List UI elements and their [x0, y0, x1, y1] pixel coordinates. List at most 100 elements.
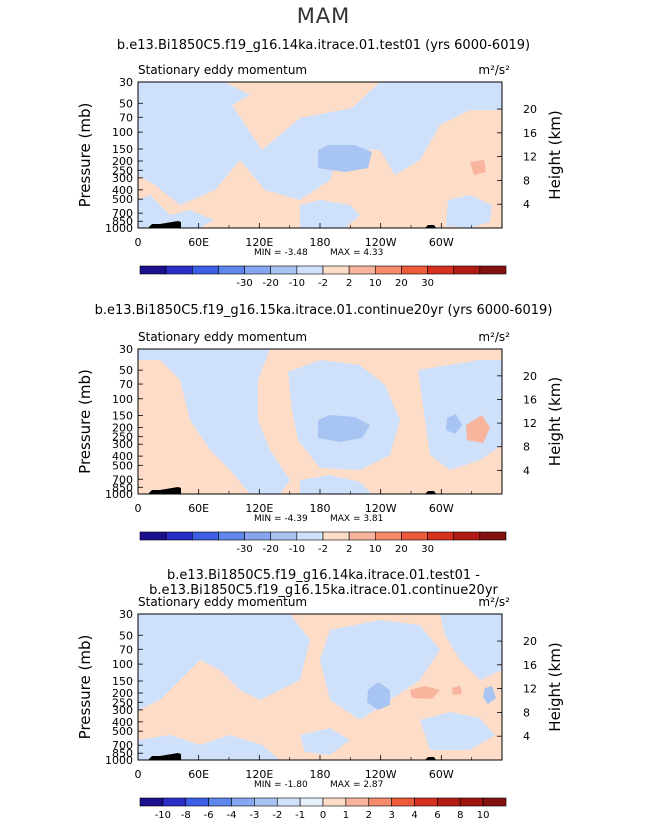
colorbar-label: -2 — [272, 810, 282, 820]
y-axis-label-right: Height (km) — [546, 110, 564, 199]
colorbar-swatch — [139, 531, 167, 541]
y-axis-label-right: Height (km) — [546, 642, 564, 731]
colorbar-swatch — [368, 797, 392, 807]
colorbar-swatch — [244, 265, 272, 275]
pressure-tick-label: 30 — [119, 608, 133, 621]
pressure-tick-label: 850 — [112, 747, 133, 760]
y-axis-label-left: Pressure (mb) — [76, 103, 94, 208]
contour-region — [446, 195, 492, 228]
terrain-mask — [425, 757, 436, 760]
pressure-tick-label: 700 — [112, 473, 133, 486]
x-tick-label: 0 — [135, 768, 142, 781]
colorbar-swatch — [482, 797, 507, 807]
height-tick-label: 8 — [523, 706, 530, 719]
colorbar-swatch — [437, 797, 461, 807]
colorbar-swatch — [185, 797, 209, 807]
x-tick-label: 120E — [245, 768, 273, 781]
terrain-mask — [425, 491, 436, 494]
pressure-tick-label: 300 — [112, 704, 133, 717]
colorbar-swatch — [218, 265, 245, 275]
colorbar-swatch — [374, 531, 402, 541]
contour-region — [318, 415, 370, 442]
height-tick-label: 8 — [523, 441, 530, 454]
pressure-tick-label: 700 — [112, 739, 133, 752]
page-title: MAM — [296, 4, 351, 28]
contour-region — [138, 82, 502, 205]
contour-region — [446, 414, 462, 434]
colorbar-swatch — [276, 797, 301, 807]
colorbar-label: -10 — [289, 544, 305, 555]
pressure-tick-label: 70 — [119, 378, 133, 391]
min-value: MIN = -1.80 — [254, 780, 308, 790]
panel-subtitle: Stationary eddy momentum — [138, 63, 307, 77]
colorbar-label: 2 — [346, 544, 352, 555]
pressure-tick-label: 1000 — [105, 488, 133, 501]
colorbar-swatch — [254, 797, 278, 807]
colorbar-label: -1 — [295, 810, 305, 820]
colorbar-label: 10 — [369, 544, 382, 555]
colorbar-label: -2 — [318, 278, 328, 289]
colorbar-swatch — [191, 531, 219, 541]
max-value: MAX = 2.87 — [330, 780, 383, 790]
panel-3: 3050701001502002503004005007008501000201… — [76, 595, 564, 820]
colorbar-label: -4 — [227, 810, 237, 820]
colorbar-swatch — [139, 265, 167, 275]
height-tick-label: 20 — [523, 370, 537, 383]
panel-2: 3050701001502002503004005007008501000201… — [76, 330, 564, 555]
pressure-tick-label: 250 — [112, 696, 133, 709]
colorbar-label: -8 — [181, 810, 191, 820]
min-value: MIN = -4.39 — [254, 514, 308, 524]
colorbar-label: -30 — [236, 544, 252, 555]
colorbar-swatch — [322, 265, 350, 275]
colorbar-label: 30 — [421, 544, 434, 555]
colorbar-label: 1 — [343, 810, 349, 820]
colorbar-label: 30 — [421, 278, 434, 289]
contour-region — [367, 682, 390, 710]
pressure-tick-label: 400 — [112, 716, 133, 729]
panel-1-title: b.e13.Bi1850C5.f19_g16.14ka.itrace.01.te… — [116, 38, 531, 53]
max-value: MAX = 3.81 — [330, 514, 383, 524]
terrain-mask — [425, 225, 436, 228]
colorbar-label: 6 — [434, 810, 440, 820]
height-tick-label: 4 — [523, 730, 530, 743]
colorbar-swatch — [270, 265, 298, 275]
pressure-tick-label: 150 — [112, 410, 133, 423]
panel-subtitle: Stationary eddy momentum — [138, 595, 307, 609]
contour-region — [320, 620, 440, 720]
height-tick-label: 16 — [523, 393, 537, 406]
pressure-tick-label: 70 — [119, 111, 133, 124]
pressure-tick-label: 500 — [112, 193, 133, 206]
x-tick-label: 60E — [188, 768, 209, 781]
colorbar-label: 20 — [395, 544, 408, 555]
pressure-tick-label: 50 — [119, 629, 133, 642]
contour-region — [138, 349, 290, 494]
height-tick-label: 4 — [523, 198, 530, 211]
colorbar-swatch — [348, 531, 376, 541]
colorbar-swatch — [459, 797, 484, 807]
colorbar-label: -20 — [263, 278, 279, 289]
contour-region — [466, 415, 490, 443]
x-tick-label: 180 — [310, 502, 331, 515]
x-tick-label: 120E — [245, 236, 273, 249]
contour-region — [440, 614, 502, 680]
contour-region — [420, 712, 495, 750]
x-tick-label: 180 — [310, 768, 331, 781]
contour-region — [300, 475, 372, 494]
colorbar-swatch — [453, 531, 481, 541]
contour-region — [318, 145, 372, 172]
colorbar-swatch — [139, 797, 164, 807]
panel-2-title: b.e13.Bi1850C5.f19_g16.15ka.itrace.01.co… — [94, 303, 553, 318]
units-label: m²/s² — [478, 63, 510, 77]
units-label: m²/s² — [478, 330, 510, 344]
colorbar-label: 8 — [457, 810, 463, 820]
colorbar-swatch — [479, 531, 507, 541]
terrain-mask — [148, 753, 181, 760]
colorbar-swatch — [374, 265, 402, 275]
pressure-tick-label: 250 — [112, 164, 133, 177]
colorbar-swatch — [414, 797, 438, 807]
contour-region — [483, 686, 496, 704]
terrain-mask — [148, 221, 181, 228]
x-tick-label: 120W — [365, 502, 397, 515]
height-tick-label: 12 — [523, 417, 537, 430]
height-tick-label: 20 — [523, 635, 537, 648]
